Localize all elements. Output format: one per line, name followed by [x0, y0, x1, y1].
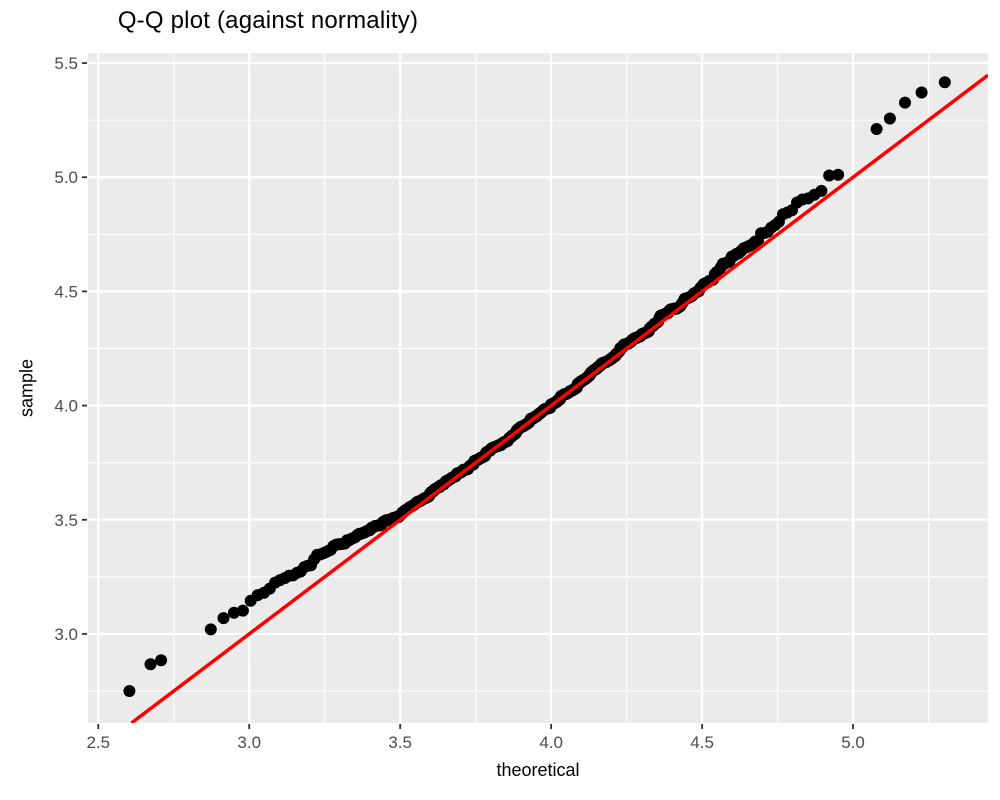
- y-tick-label: 5.5: [54, 54, 78, 73]
- y-tick-label: 5.0: [54, 168, 78, 187]
- y-tick-label: 3.5: [54, 511, 78, 530]
- x-tick-label: 4.0: [539, 733, 563, 752]
- x-tick-label: 2.5: [86, 733, 110, 752]
- grid-minor: [88, 53, 988, 723]
- x-axis-title: theoretical: [496, 760, 580, 780]
- y-axis-tick-labels: 3.0 3.5 4.0 4.5 5.0 5.5: [54, 54, 78, 644]
- x-tick-label: 3.5: [388, 733, 412, 752]
- plot-title: Q-Q plot (against normality): [0, 7, 804, 35]
- axis-tick-marks: [82, 62, 854, 729]
- y-tick-label: 4.0: [54, 397, 78, 416]
- x-tick-label: 5.0: [841, 733, 865, 752]
- y-tick-label: 3.0: [54, 625, 78, 644]
- qq-reference-line: [130, 73, 988, 723]
- y-tick-label: 4.5: [54, 282, 78, 301]
- x-tick-label: 3.0: [237, 733, 261, 752]
- plot-title-text: Q-Q plot (against normality): [117, 7, 419, 34]
- x-tick-label: 4.5: [690, 733, 714, 752]
- y-axis-title-text: sample: [16, 358, 37, 418]
- x-axis-tick-labels: 2.5 3.0 3.5 4.0 4.5 5.0: [86, 733, 864, 752]
